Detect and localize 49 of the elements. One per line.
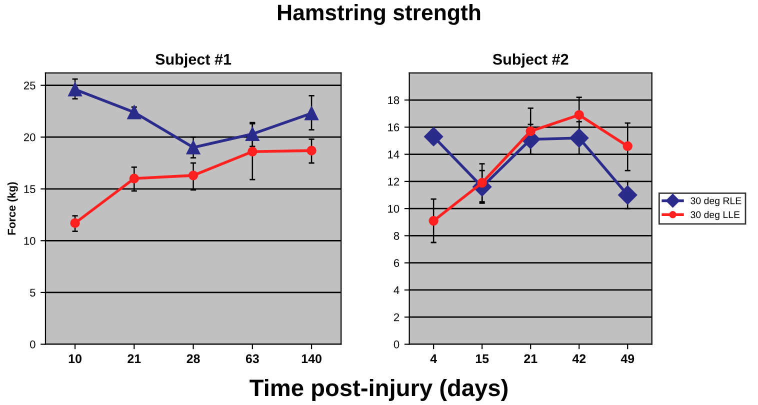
x-tick-label: 140	[302, 354, 322, 364]
x-tick-label: 28	[186, 354, 200, 364]
chart-title: Subject #2	[492, 53, 568, 68]
y-tick-label: 25	[24, 82, 36, 90]
y-tick-label: 18	[388, 96, 400, 104]
x-tick-label: 42	[572, 354, 586, 364]
point	[622, 141, 632, 152]
x-tick-label: 15	[476, 354, 489, 364]
legend-label: 30 deg LLE	[690, 211, 740, 220]
point	[188, 170, 198, 180]
point	[618, 185, 638, 205]
point	[424, 127, 444, 146]
y-tick-label: 14	[388, 150, 400, 158]
x-tick-label: 49	[620, 354, 634, 364]
point	[127, 105, 142, 120]
point	[306, 146, 316, 156]
y-tick-label: 8	[394, 232, 400, 240]
x-tick-label: 21	[524, 354, 538, 364]
y-tick-label: 0	[394, 340, 400, 348]
y-tick-label: 6	[394, 259, 400, 267]
point	[526, 126, 536, 136]
point	[186, 140, 200, 154]
point	[245, 127, 260, 141]
x-tick-label: 63	[246, 354, 259, 364]
y-tick-label: 0	[30, 340, 36, 348]
point	[428, 216, 438, 226]
x-tick-label: 10	[68, 354, 82, 364]
legend-label: 30 deg RLE	[690, 197, 742, 206]
y-tick-label: 20	[24, 133, 36, 142]
y-tick-label: 12	[388, 178, 400, 186]
x-tick-label: 4	[430, 354, 437, 364]
y-tick-label: 10	[388, 204, 400, 213]
y-axis-title: Force (kg)	[7, 182, 18, 235]
point	[129, 174, 140, 184]
point	[574, 110, 584, 120]
y-tick-label: 4	[394, 286, 400, 294]
y-tick-label: 10	[24, 236, 36, 245]
x-axis-title: Time post-injury (days)	[250, 378, 508, 401]
point	[304, 106, 318, 120]
point	[70, 218, 80, 228]
chart-title: Subject #1	[156, 53, 232, 68]
text: Hamstring strength	[278, 4, 480, 25]
x-tick-label: 21	[128, 354, 141, 364]
y-tick-label: 2	[394, 313, 400, 322]
y-tick-label: 15	[24, 185, 36, 194]
point	[68, 82, 82, 96]
y-tick-label: 5	[30, 288, 36, 297]
y-tick-label: 16	[388, 123, 400, 132]
point	[570, 128, 589, 148]
